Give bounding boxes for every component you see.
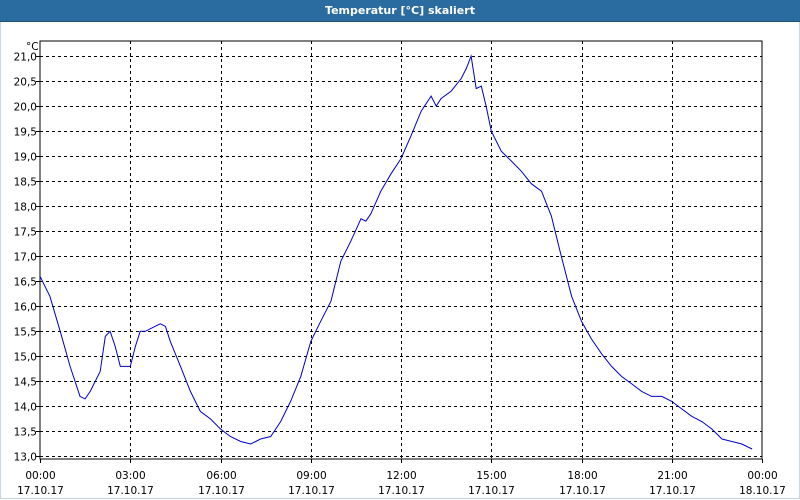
y-tick-label: 19,5 [14, 127, 37, 139]
grid-lines [39, 40, 763, 460]
chart-title-bar: Temperatur [°C] skaliert [0, 0, 800, 22]
y-tick-label: 13,0 [14, 452, 37, 464]
x-tick-time-label: 00:00 [747, 470, 777, 482]
x-tick-date-label: 17.10.17 [378, 485, 425, 497]
x-tick-time-label: 06:00 [206, 470, 236, 482]
x-tick-date-label: 17.10.17 [198, 485, 245, 497]
x-tick-time-label: 15:00 [476, 470, 506, 482]
x-tick-time-label: 03:00 [115, 470, 145, 482]
y-tick-label: 13,5 [14, 427, 37, 439]
x-tick-time-label: 12:00 [386, 470, 416, 482]
y-tick-label: 20,0 [14, 102, 37, 114]
chart-title: Temperatur [°C] skaliert [325, 4, 475, 17]
x-tick-date-label: 17.10.17 [107, 485, 154, 497]
y-tick-label: 15,5 [14, 327, 37, 339]
y-tick-label: 21,0 [14, 52, 37, 64]
plot-area [39, 54, 753, 450]
x-tick-time-label: 21:00 [657, 470, 687, 482]
y-tick-label: 17,0 [14, 252, 37, 264]
x-tick-date-label: 17.10.17 [559, 485, 606, 497]
x-tick-time-label: 09:00 [296, 470, 326, 482]
y-axis: °C 13,0 13,5 14,0 14,5 15,0 15,5 16,0 16,5 17,0 1… [14, 41, 40, 464]
temperature-series-line [39, 54, 753, 450]
y-axis-unit-label: °C [26, 41, 39, 53]
x-tick-time-label: 00:00 [25, 470, 55, 482]
y-tick-label: 16,0 [14, 302, 37, 314]
y-tick-label: 19,0 [14, 152, 37, 164]
x-tick-date-label: 18.10.17 [739, 485, 786, 497]
y-tick-label: 20,5 [14, 77, 37, 89]
x-tick-date-label: 17.10.17 [649, 485, 696, 497]
y-tick-label: 16,5 [14, 277, 37, 289]
y-tick-label: 15,0 [14, 352, 37, 364]
x-tick-date-label: 17.10.17 [288, 485, 335, 497]
x-tick-date-label: 17.10.17 [17, 485, 64, 497]
x-tick-date-label: 17.10.17 [468, 485, 515, 497]
x-axis: 00:00 17.10.17 03:00 17.10.17 06:00 17.10.17 0… [17, 459, 786, 497]
y-tick-label: 18,5 [14, 177, 37, 189]
x-tick-time-label: 18:00 [567, 470, 597, 482]
y-tick-label: 17,5 [14, 227, 37, 239]
y-tick-label: 14,5 [14, 377, 37, 389]
y-tick-label: 14,0 [14, 402, 37, 414]
y-tick-label: 18,0 [14, 202, 37, 214]
